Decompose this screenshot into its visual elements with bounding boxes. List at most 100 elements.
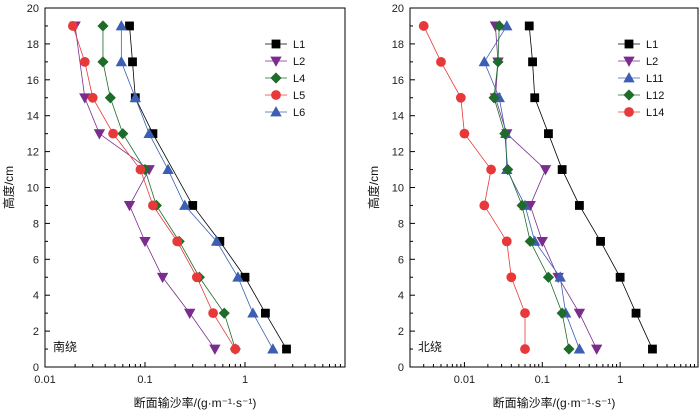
legend: L1 L2 L11 L12 L14 — [618, 39, 664, 119]
data-point — [524, 235, 536, 247]
series-L6 — [115, 20, 279, 354]
data-point — [125, 21, 134, 31]
data-point — [501, 236, 512, 247]
data-point — [129, 91, 141, 103]
data-point — [208, 308, 219, 319]
y-tick-label: 2 — [398, 326, 404, 338]
data-point — [436, 56, 446, 67]
legend: L1 L2 L4 L5 L6 — [265, 39, 305, 119]
data-point — [172, 236, 183, 247]
data-point — [156, 272, 169, 284]
data-point — [520, 344, 530, 354]
legend-marker — [623, 72, 635, 83]
legend-label: L12 — [646, 90, 664, 102]
data-point — [478, 56, 490, 67]
legend-marker — [271, 39, 281, 49]
series-line — [423, 25, 526, 350]
legend-label: L5 — [293, 90, 305, 102]
data-point — [418, 21, 429, 31]
data-point — [573, 308, 586, 319]
series-line — [528, 25, 653, 350]
y-tick-label: 20 — [392, 3, 404, 15]
y-tick-label: 10 — [392, 183, 404, 195]
data-point — [218, 307, 230, 319]
data-point — [79, 93, 91, 104]
y-tick-label: 4 — [33, 290, 39, 302]
series-line — [120, 25, 274, 350]
chart-panel-2: 0 2 4 6 8 10 12 14 16 18 20 0.01 0.1 1断面输沙率/(g·m⁻¹·s⁻… — [366, 3, 699, 410]
data-point — [267, 343, 279, 354]
data-point — [499, 128, 511, 140]
legend-marker — [624, 107, 634, 117]
legend-marker — [623, 89, 635, 101]
series-L12 — [488, 20, 575, 355]
y-tick-label: 14 — [27, 111, 39, 123]
series-line — [74, 25, 216, 350]
series-line — [102, 25, 236, 350]
data-point — [143, 127, 155, 139]
series-L14 — [418, 21, 530, 354]
legend-label: L14 — [646, 107, 664, 119]
y-tick-label: 6 — [398, 254, 404, 266]
data-point — [520, 308, 530, 319]
data-point — [479, 200, 490, 211]
series-L4 — [97, 20, 241, 355]
data-point — [648, 344, 657, 354]
data-point — [573, 343, 586, 354]
data-point — [502, 163, 514, 176]
x-tick-label: 0.01 — [454, 374, 475, 386]
legend-label: L11 — [646, 73, 664, 85]
series-line — [495, 25, 598, 350]
series-L2 — [489, 21, 603, 355]
data-point — [557, 165, 567, 174]
data-point — [79, 56, 90, 67]
y-tick-label: 14 — [392, 111, 404, 123]
series-line — [483, 25, 580, 350]
y-tick-label: 0 — [398, 362, 404, 374]
data-point — [123, 201, 136, 212]
x-axis-title: 断面输沙率/(g·m⁻¹·s⁻¹) — [493, 395, 616, 410]
x-tick-label: 1 — [617, 374, 623, 386]
data-point — [135, 164, 146, 175]
data-point — [115, 56, 128, 67]
data-point — [67, 21, 78, 31]
legend-label: L1 — [646, 39, 658, 51]
data-point — [93, 129, 106, 140]
legend-marker — [271, 90, 281, 100]
data-point — [261, 308, 270, 318]
data-point — [108, 128, 119, 139]
data-point — [148, 200, 158, 211]
legend-marker — [623, 56, 635, 67]
data-point — [104, 92, 116, 104]
data-point — [97, 20, 109, 32]
data-point — [524, 21, 534, 31]
y-tick-label: 12 — [27, 147, 39, 159]
legend-marker — [270, 56, 282, 67]
y-axis-title: 高度/cm — [1, 166, 16, 209]
y-tick-label: 2 — [33, 326, 39, 338]
panel-label: 北绕 — [418, 340, 442, 354]
data-point — [191, 272, 202, 283]
legend-marker — [270, 72, 282, 84]
data-point — [179, 199, 191, 210]
y-tick-label: 6 — [33, 254, 39, 266]
data-point — [556, 307, 568, 319]
y-axis-title: 高度/cm — [366, 166, 381, 209]
data-point — [539, 165, 552, 176]
data-point — [455, 92, 466, 103]
y-tick-label: 16 — [392, 75, 404, 87]
y-tick-label: 18 — [27, 39, 39, 51]
series-L2 — [69, 21, 221, 355]
y-tick-label: 0 — [33, 362, 39, 374]
data-point — [530, 93, 540, 103]
data-point — [188, 201, 198, 210]
legend-label: L1 — [293, 39, 305, 51]
data-point — [282, 344, 291, 354]
y-tick-label: 4 — [398, 290, 404, 302]
data-point — [554, 271, 566, 282]
data-point — [544, 129, 553, 139]
data-point — [209, 344, 221, 355]
data-point — [488, 92, 500, 104]
series-L1 — [125, 21, 291, 354]
